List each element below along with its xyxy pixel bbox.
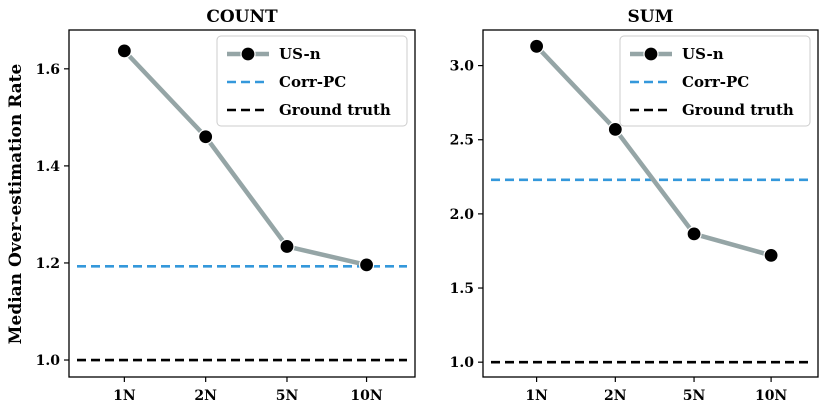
y-tick-label: 1.5 bbox=[450, 281, 474, 297]
x-tick-label: 5N bbox=[276, 388, 299, 404]
x-tick-label: 1N bbox=[113, 388, 136, 404]
y-tick-label: 1.6 bbox=[36, 62, 60, 78]
chart-title: SUM bbox=[628, 7, 674, 27]
plot-frame bbox=[68, 29, 416, 378]
us-n-point bbox=[686, 226, 702, 242]
legend-label-us-n: US-n bbox=[279, 45, 321, 63]
us-n-point bbox=[763, 247, 779, 264]
x-tick-label: 2N bbox=[194, 388, 217, 404]
us-n-point bbox=[116, 43, 132, 59]
x-tick-label: 2N bbox=[604, 388, 627, 404]
legend-label-ground-truth: Ground truth bbox=[682, 101, 794, 119]
legend-marker-us-n bbox=[643, 46, 659, 62]
x-tick-label: 1N bbox=[525, 388, 548, 404]
y-tick-label: 3.0 bbox=[450, 59, 475, 75]
legend-box bbox=[216, 35, 408, 127]
us-n-point bbox=[198, 129, 214, 145]
us-n-point bbox=[358, 257, 375, 273]
y-tick-label: 1.2 bbox=[36, 256, 60, 272]
y-tick-label: 2.0 bbox=[450, 207, 475, 223]
y-tick-label: 1.0 bbox=[36, 353, 61, 369]
legend-label-corr-pc: Corr-PC bbox=[682, 73, 749, 91]
chart-title: COUNT bbox=[206, 7, 278, 27]
x-tick-label: 5N bbox=[683, 388, 706, 404]
legend-label-ground-truth: Ground truth bbox=[279, 101, 391, 119]
legend-box bbox=[619, 35, 811, 127]
x-tick-label: 10N bbox=[755, 388, 787, 404]
x-tick-label: 10N bbox=[350, 388, 382, 404]
legend-label-corr-pc: Corr-PC bbox=[279, 73, 346, 91]
plot-frame bbox=[482, 29, 819, 378]
legend-label-us-n: US-n bbox=[682, 45, 724, 63]
us-n-series-line bbox=[122, 48, 369, 268]
y-tick-label: 1.4 bbox=[36, 159, 61, 175]
us-n-point bbox=[607, 121, 623, 137]
y-tick-label: 2.5 bbox=[450, 133, 474, 149]
legend-marker-us-n bbox=[240, 46, 256, 62]
y-tick-label: 1.0 bbox=[450, 355, 475, 371]
us-n-series-line bbox=[534, 44, 774, 258]
legend: US-n Corr-PC Ground truth bbox=[619, 35, 811, 127]
legend: US-n Corr-PC Ground truth bbox=[216, 35, 408, 127]
panel-count: COUNT 1.0 1.2 1.4 1.6 1N 2N 5N 10N US-n Corr-PC Gro… bbox=[36, 7, 416, 404]
panel-sum: SUM 1.0 1.5 2.0 2.5 3.0 1N 2N 5N 10N US-n Corr-PC Gr… bbox=[450, 7, 819, 404]
us-n-point bbox=[279, 238, 295, 255]
us-n-point bbox=[528, 38, 545, 54]
y-axis-label: Median Over-estimation Rate bbox=[6, 64, 26, 345]
